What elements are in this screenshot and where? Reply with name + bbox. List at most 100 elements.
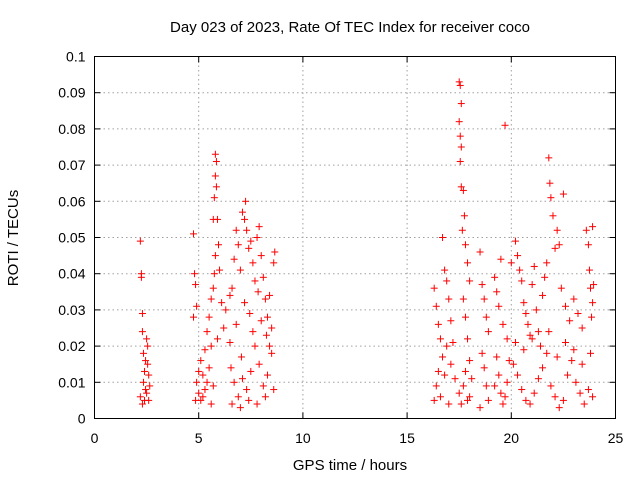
data-point xyxy=(457,400,465,408)
data-point xyxy=(526,331,534,339)
data-point xyxy=(441,266,449,274)
data-point xyxy=(432,302,440,310)
y-tick-label: 0 xyxy=(78,411,86,427)
data-point xyxy=(503,335,511,343)
data-point xyxy=(555,404,563,412)
data-point xyxy=(246,310,254,318)
data-point xyxy=(245,244,253,252)
data-point xyxy=(532,306,540,314)
data-point xyxy=(228,400,236,408)
data-point xyxy=(590,281,598,289)
data-point xyxy=(539,364,547,372)
data-point xyxy=(545,328,553,336)
data-point xyxy=(520,346,528,354)
data-point xyxy=(482,382,490,390)
y-tick-label: 0.04 xyxy=(58,266,85,282)
data-point xyxy=(222,306,230,314)
data-point xyxy=(210,194,218,202)
data-point xyxy=(251,342,259,350)
data-point xyxy=(139,349,147,357)
data-point xyxy=(192,281,200,289)
data-point xyxy=(216,266,224,274)
data-point xyxy=(561,302,569,310)
x-tick-label: 20 xyxy=(504,430,520,446)
data-point xyxy=(493,353,501,361)
data-point xyxy=(491,382,499,390)
data-point xyxy=(207,400,215,408)
x-tick-label: 0 xyxy=(91,430,99,446)
data-point xyxy=(261,295,269,303)
data-point xyxy=(232,226,240,234)
data-point xyxy=(205,364,213,372)
data-point xyxy=(530,389,538,397)
data-point xyxy=(211,172,219,180)
data-point xyxy=(253,400,261,408)
data-point xyxy=(259,382,267,390)
data-point xyxy=(199,371,207,379)
data-point xyxy=(270,386,278,394)
data-point xyxy=(434,367,442,375)
data-point xyxy=(432,382,440,390)
y-tick-label: 0.08 xyxy=(58,121,85,137)
data-point xyxy=(580,400,588,408)
data-point xyxy=(143,389,151,397)
data-point xyxy=(534,375,542,383)
data-point xyxy=(214,241,222,249)
data-point xyxy=(199,393,207,401)
data-point xyxy=(528,281,536,289)
data-point xyxy=(458,226,466,234)
data-point xyxy=(478,281,486,289)
data-point xyxy=(545,154,553,162)
data-point xyxy=(457,143,465,151)
data-point xyxy=(459,186,467,194)
data-point xyxy=(255,223,263,231)
data-point xyxy=(530,262,538,270)
data-point xyxy=(507,259,515,267)
data-point xyxy=(238,375,246,383)
data-point xyxy=(266,291,274,299)
data-point xyxy=(243,226,251,234)
data-point xyxy=(144,342,152,350)
data-point xyxy=(559,190,567,198)
data-point xyxy=(189,313,197,321)
data-point xyxy=(493,288,501,296)
data-point xyxy=(466,393,474,401)
data-point xyxy=(495,371,503,379)
data-point xyxy=(212,157,220,165)
data-point xyxy=(213,215,221,223)
data-point xyxy=(241,299,249,307)
data-point xyxy=(570,295,578,303)
x-tick-label: 5 xyxy=(195,430,203,446)
data-point xyxy=(534,328,542,336)
data-point xyxy=(553,226,561,234)
data-point xyxy=(466,357,474,365)
data-point xyxy=(439,353,447,361)
data-point xyxy=(566,317,574,325)
data-point xyxy=(227,364,235,372)
data-point xyxy=(570,346,578,354)
data-point xyxy=(211,252,219,260)
data-point xyxy=(526,400,534,408)
data-point xyxy=(192,396,200,404)
data-point xyxy=(549,212,557,220)
data-point xyxy=(568,357,576,365)
data-point xyxy=(522,310,530,318)
data-point xyxy=(447,360,455,368)
data-point xyxy=(459,295,467,303)
y-tick-label: 0.06 xyxy=(58,193,85,209)
data-point xyxy=(578,324,586,332)
data-point xyxy=(207,342,215,350)
data-point xyxy=(254,288,262,296)
data-point xyxy=(551,393,559,401)
data-point xyxy=(455,389,463,397)
data-point xyxy=(247,367,255,375)
data-point xyxy=(232,320,240,328)
data-point xyxy=(503,378,511,386)
data-point xyxy=(582,226,590,234)
data-point xyxy=(576,389,584,397)
data-point xyxy=(589,223,597,231)
data-point xyxy=(547,194,555,202)
x-tick-label: 10 xyxy=(295,430,311,446)
data-point xyxy=(572,378,580,386)
data-point xyxy=(203,328,211,336)
